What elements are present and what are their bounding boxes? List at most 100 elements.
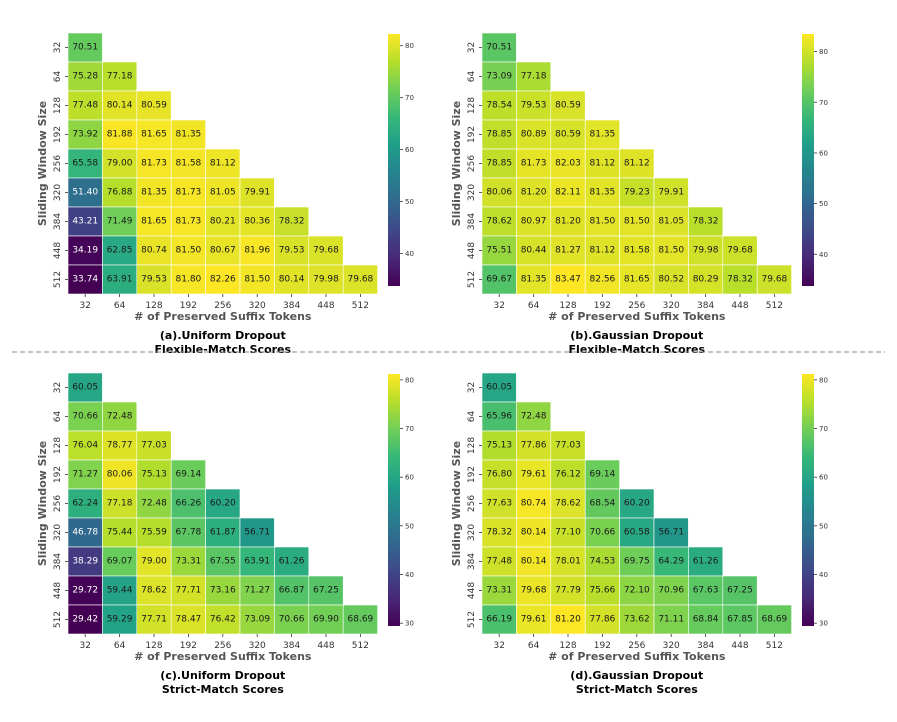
panel-caption-subtitle: Strict-Match Scores: [162, 683, 284, 696]
y-tick-label: 256: [53, 155, 63, 172]
x-tick-label: 448: [731, 301, 748, 311]
cell-value-label: 78.62: [141, 586, 167, 596]
cell-value-label: 79.53: [279, 246, 305, 256]
heatmap-cell: [688, 604, 724, 635]
cell-value-label: 59.29: [107, 615, 133, 625]
cell-value-label: 69.07: [107, 557, 133, 567]
cell-value-label: 80.14: [279, 275, 305, 285]
cell-value-label: 70.51: [486, 43, 512, 53]
heatmap-cell: [136, 488, 172, 519]
x-tick-label: 32: [493, 641, 504, 651]
heatmap-cell: [239, 517, 275, 548]
cell-value-label: 81.35: [590, 130, 616, 140]
cell-value-label: 81.20: [521, 188, 547, 198]
cell-value-label: 82.26: [210, 275, 236, 285]
heatmap-cell: [67, 264, 103, 295]
heatmap-cell: [516, 517, 552, 548]
cell-value-label: 67.78: [176, 528, 202, 538]
y-tick-label: 192: [467, 126, 477, 143]
heatmap-cell: [170, 459, 206, 490]
cell-value-label: 80.14: [107, 101, 133, 111]
cell-value-label: 81.50: [624, 217, 650, 227]
y-tick-label: 192: [53, 466, 63, 483]
heatmap-cell: [170, 206, 206, 237]
cell-value-label: 79.61: [521, 470, 547, 480]
cell-value-label: 81.65: [141, 217, 167, 227]
cell-value-label: 60.20: [624, 499, 650, 509]
colorbar-tick-label: 60: [819, 149, 828, 157]
cell-value-label: 78.47: [176, 615, 202, 625]
cell-value-label: 81.96: [244, 246, 270, 256]
panel-caption-title: (c).Uniform Dropout: [160, 669, 285, 682]
panel-caption-title: (b).Gaussian Dropout: [570, 329, 703, 342]
cell-value-label: 77.03: [141, 441, 167, 451]
cell-value-label: 63.91: [244, 557, 270, 567]
y-tick-label: 512: [53, 271, 63, 288]
colorbar-tick-label: 30: [405, 620, 414, 628]
cell-value-label: 69.67: [486, 275, 512, 285]
cell-value-label: 78.32: [727, 275, 753, 285]
colorbar-tick-label: 40: [405, 250, 414, 258]
cell-value-label: 81.73: [521, 159, 547, 169]
cell-value-label: 75.51: [486, 246, 512, 256]
colorbar-tick-label: 40: [819, 571, 828, 579]
cell-value-label: 81.35: [521, 275, 547, 285]
cell-value-label: 77.71: [141, 615, 167, 625]
heatmap-cell: [516, 575, 552, 606]
y-tick-label: 64: [467, 71, 477, 83]
cell-value-label: 60.05: [72, 383, 98, 393]
cell-value-label: 79.61: [521, 615, 547, 625]
cell-value-label: 80.06: [486, 188, 512, 198]
x-tick-label: 448: [317, 301, 334, 311]
cell-value-label: 70.96: [658, 586, 684, 596]
cell-value-label: 81.73: [176, 217, 202, 227]
cell-value-label: 56.71: [244, 528, 270, 538]
heatmap-cell: [516, 177, 552, 208]
cell-value-label: 81.58: [624, 246, 650, 256]
cell-value-label: 79.68: [521, 586, 547, 596]
colorbar: [802, 34, 814, 286]
y-tick-label: 512: [53, 611, 63, 628]
heatmap-cell: [722, 235, 758, 266]
y-tick-label: 512: [467, 271, 477, 288]
cell-value-label: 76.12: [555, 470, 581, 480]
heatmap-cell: [102, 148, 138, 179]
heatmap-cell: [516, 235, 552, 266]
panel-caption-subtitle: Flexible-Match Scores: [155, 343, 292, 356]
heatmap-cell: [653, 206, 689, 237]
cell-value-label: 78.62: [555, 499, 581, 509]
cell-value-label: 78.01: [555, 557, 581, 567]
x-tick-label: 384: [697, 641, 714, 651]
x-tick-label: 320: [663, 301, 680, 311]
x-tick-label: 256: [214, 641, 231, 651]
cell-value-label: 78.54: [486, 101, 512, 111]
heatmap-cell: [619, 488, 655, 519]
heatmap-cell: [205, 177, 241, 208]
cell-value-label: 59.44: [107, 586, 133, 596]
cell-value-label: 67.85: [727, 615, 753, 625]
x-tick-label: 64: [528, 301, 540, 311]
colorbar-tick-label: 80: [819, 48, 828, 56]
heatmap-cell: [688, 206, 724, 237]
heatmap-cell: [481, 90, 517, 121]
x-tick-label: 384: [283, 641, 300, 651]
cell-value-label: 73.09: [244, 615, 270, 625]
cell-value-label: 81.65: [141, 130, 167, 140]
cell-value-label: 81.73: [141, 159, 167, 169]
cell-value-label: 81.50: [244, 275, 270, 285]
cell-value-label: 68.69: [348, 615, 374, 625]
heatmap-cell: [274, 264, 310, 295]
heatmap-cell: [67, 604, 103, 635]
cell-value-label: 80.36: [244, 217, 270, 227]
x-tick-label: 320: [249, 641, 266, 651]
cell-value-label: 80.52: [658, 275, 684, 285]
heatmap-cell: [481, 546, 517, 577]
colorbar-tick-label: 60: [819, 474, 828, 482]
colorbar-tick-label: 80: [405, 376, 414, 384]
heatmap-cell: [516, 488, 552, 519]
heatmap-cell: [136, 430, 172, 461]
y-tick-label: 384: [467, 213, 477, 230]
heatmap-cell: [516, 604, 552, 635]
cell-value-label: 78.32: [486, 528, 512, 538]
